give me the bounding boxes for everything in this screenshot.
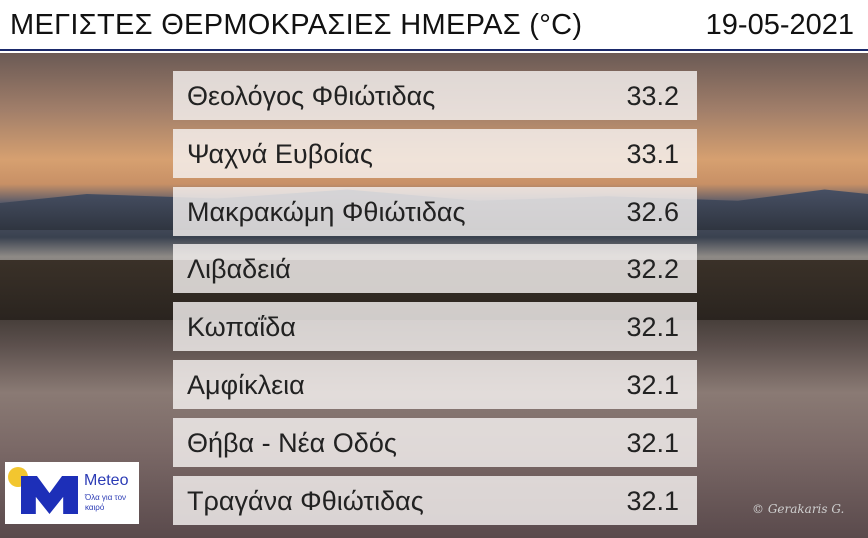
table-row: Κωπαΐδα 32.1	[173, 302, 697, 352]
page-title: ΜΕΓΙΣΤΕΣ ΘΕΡΜΟΚΡΑΣΙΕΣ ΗΜΕΡΑΣ (°C)	[10, 9, 583, 41]
temperature-value: 32.1	[626, 312, 679, 343]
temperature-value: 32.1	[626, 485, 679, 516]
station-name: Κωπαΐδα	[187, 312, 296, 343]
date: 19-05-2021	[705, 9, 854, 41]
temperature-value: 32.1	[626, 427, 679, 458]
temperature-value: 32.1	[626, 370, 679, 400]
temperature-value: 32.6	[626, 196, 679, 227]
photo-credit: © Gerakaris G.	[752, 502, 845, 516]
station-name: Τραγάνα Φθιώτιδας	[187, 485, 424, 516]
temperature-value: 32.2	[626, 254, 679, 285]
logo-tagline: Όλα για τον καιρό	[85, 493, 127, 512]
table-row: Μακρακώμη Φθιώτιδας 32.6	[173, 186, 697, 236]
table-row: Τραγάνα Φθιώτιδας 32.1	[173, 475, 697, 525]
header: ΜΕΓΙΣΤΕΣ ΘΕΡΜΟΚΡΑΣΙΕΣ ΗΜΕΡΑΣ (°C) 19-05-…	[0, 0, 868, 51]
table-row: Αμφίκλεια 32.1	[173, 360, 697, 409]
station-name: Αμφίκλεια	[187, 370, 305, 400]
station-name: Ψαχνά Ευβοίας	[187, 138, 373, 169]
temperature-value: 33.1	[626, 138, 679, 169]
station-name: Λιβαδειά	[187, 254, 291, 285]
table-row: Θεολόγος Φθιώτιδας 33.2	[173, 71, 697, 120]
station-name: Θήβα - Νέα Οδός	[187, 427, 397, 458]
logo-brand: Meteo	[84, 472, 129, 489]
m-logo-icon	[21, 476, 78, 514]
temperature-value: 33.2	[626, 81, 679, 111]
station-name: Μακρακώμη Φθιώτιδας	[187, 196, 466, 227]
station-name: Θεολόγος Φθιώτιδας	[187, 81, 436, 111]
table-row: Ψαχνά Ευβοίας 33.1	[173, 128, 697, 178]
meteo-logo: Meteo Όλα για τον καιρό	[5, 462, 139, 524]
table-row: Θήβα - Νέα Οδός 32.1	[173, 417, 697, 467]
table-row: Λιβαδειά 32.2	[173, 244, 697, 294]
